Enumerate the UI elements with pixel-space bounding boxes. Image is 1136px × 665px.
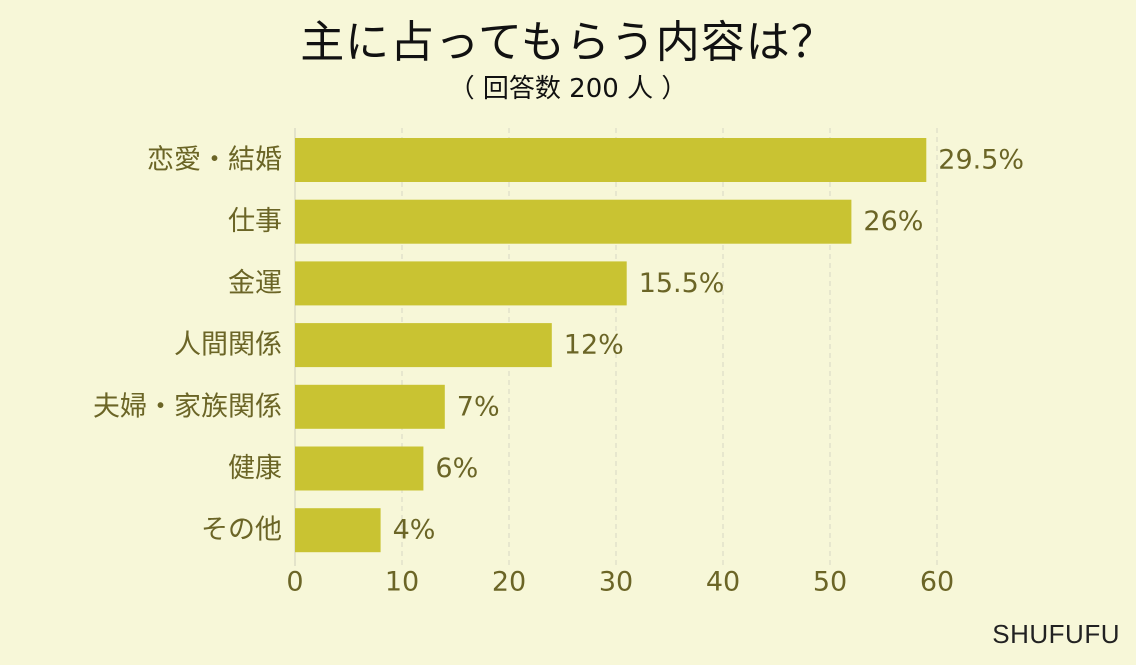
bar: [295, 199, 852, 244]
x-tick-label: 20: [492, 567, 526, 598]
category-label: 夫婦・家族関係: [93, 391, 282, 422]
data-label: 29.5%: [938, 145, 1024, 176]
bar: [295, 446, 424, 491]
bar: [295, 508, 381, 553]
x-tick-label: 10: [385, 567, 419, 598]
bar: [295, 323, 552, 368]
data-label: 7%: [457, 391, 500, 422]
category-label: その他: [201, 515, 282, 546]
x-tick-label: 0: [286, 567, 303, 598]
chart-title: 主に占ってもらう内容は？: [300, 17, 836, 68]
data-label: 15.5%: [639, 268, 725, 299]
data-label: 4%: [393, 515, 436, 546]
category-label: 金運: [228, 268, 282, 299]
brand-logo: SHUFUFU: [992, 619, 1120, 649]
x-tick-label: 40: [706, 567, 740, 598]
chart-subtitle: （ 回答数 200 人 ）: [448, 74, 688, 104]
bar: [295, 384, 445, 429]
category-label: 仕事: [228, 206, 282, 237]
x-tick-label: 50: [813, 567, 847, 598]
bar: [295, 261, 627, 306]
data-label: 26%: [863, 206, 923, 237]
x-tick-label: 30: [599, 567, 633, 598]
x-tick-label: 60: [920, 567, 954, 598]
bar: [295, 138, 927, 182]
category-label: 人間関係: [174, 330, 282, 361]
data-label: 6%: [435, 453, 478, 484]
category-label: 健康: [228, 453, 282, 484]
category-label: 恋愛・結婚: [147, 145, 282, 176]
data-label: 12%: [564, 330, 624, 361]
